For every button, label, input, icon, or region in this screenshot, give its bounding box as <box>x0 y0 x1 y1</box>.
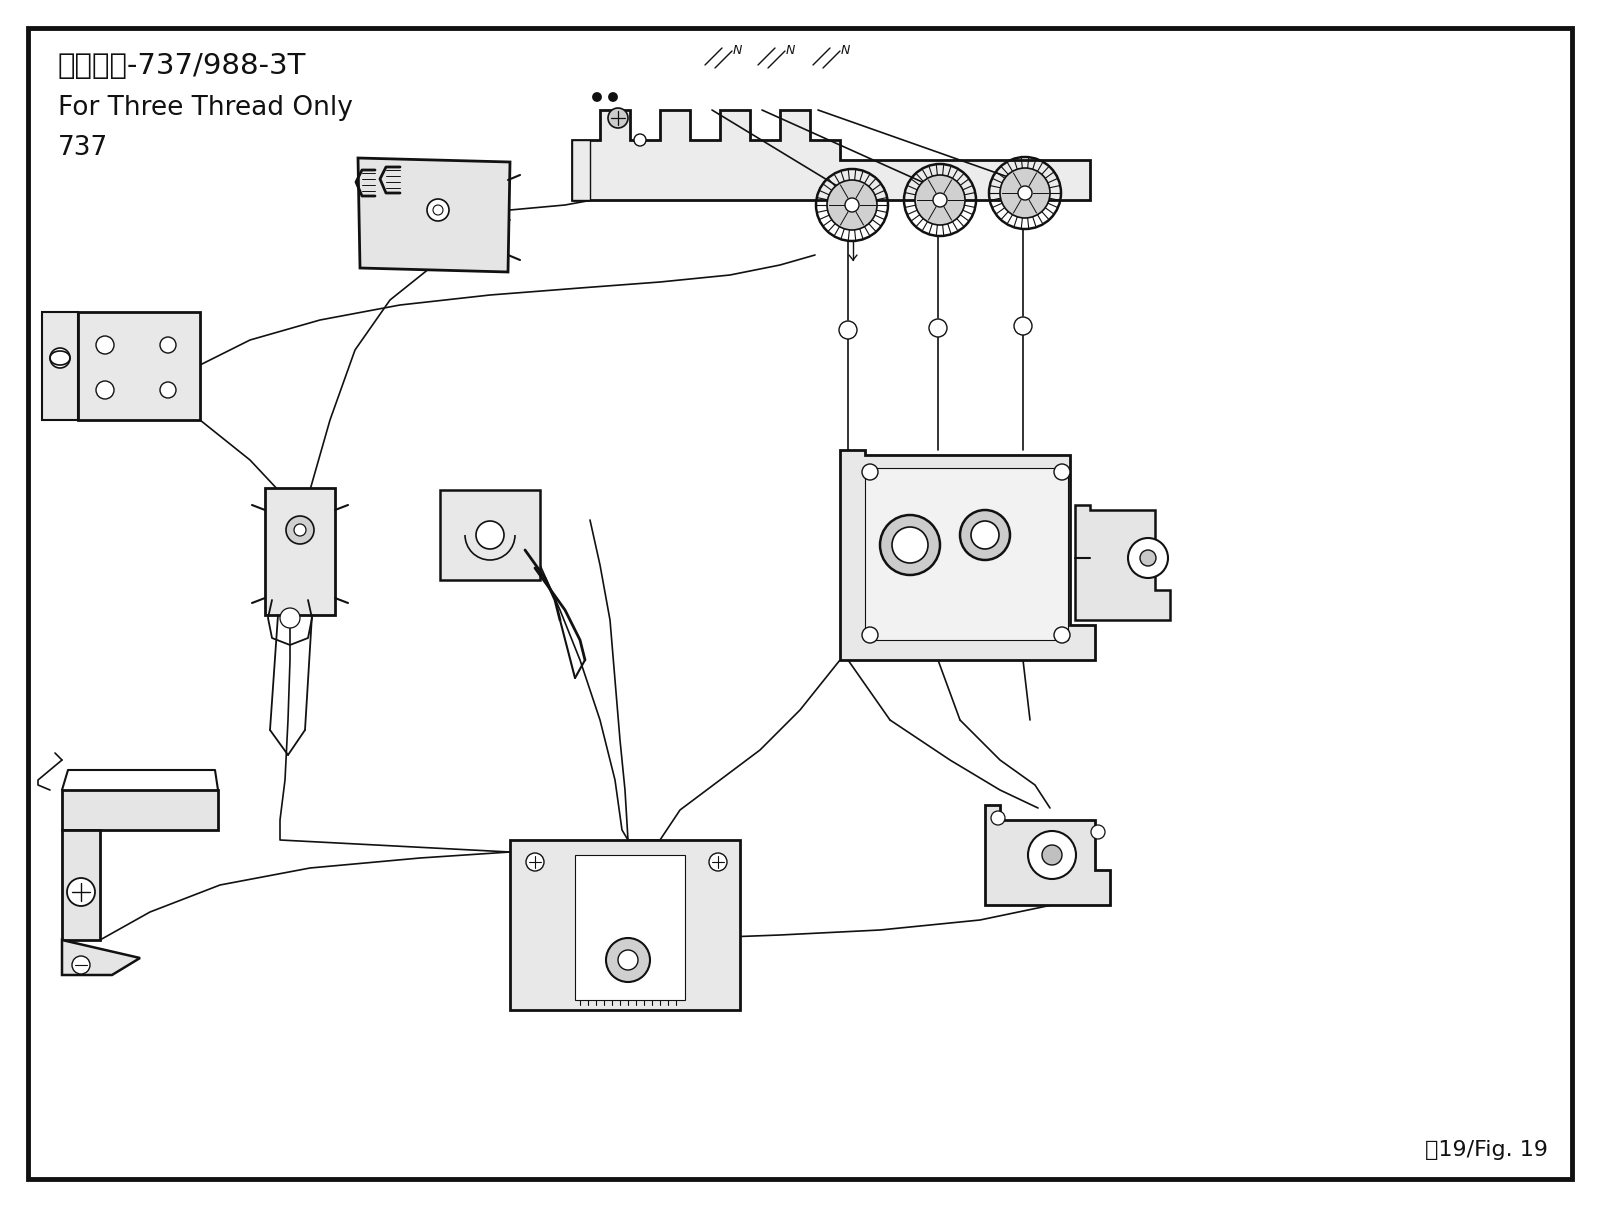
Circle shape <box>606 938 650 982</box>
Polygon shape <box>574 855 685 1001</box>
Circle shape <box>72 956 90 974</box>
Circle shape <box>610 93 618 101</box>
Polygon shape <box>358 158 510 272</box>
Circle shape <box>1042 845 1062 865</box>
Text: For Three Thread Only: For Three Thread Only <box>58 95 354 121</box>
Polygon shape <box>42 311 78 420</box>
Circle shape <box>286 517 314 544</box>
Circle shape <box>1054 626 1070 643</box>
Circle shape <box>1027 830 1075 879</box>
Text: N: N <box>786 43 795 57</box>
Circle shape <box>838 321 858 339</box>
Circle shape <box>845 198 859 212</box>
Circle shape <box>960 511 1010 560</box>
Circle shape <box>96 381 114 400</box>
Circle shape <box>930 319 947 337</box>
Polygon shape <box>986 805 1110 905</box>
Circle shape <box>827 180 877 231</box>
Polygon shape <box>866 468 1069 640</box>
Text: N: N <box>733 43 742 57</box>
Circle shape <box>160 381 176 398</box>
Circle shape <box>294 524 306 536</box>
Polygon shape <box>573 140 590 200</box>
Circle shape <box>594 93 602 101</box>
Polygon shape <box>266 488 334 616</box>
Circle shape <box>880 515 941 575</box>
Circle shape <box>1054 463 1070 480</box>
Circle shape <box>862 463 878 480</box>
Polygon shape <box>573 110 1090 200</box>
Circle shape <box>990 811 1005 826</box>
Circle shape <box>1091 826 1106 839</box>
Polygon shape <box>1075 505 1170 620</box>
Circle shape <box>526 853 544 871</box>
Text: 只有三線-737/988-3T: 只有三線-737/988-3T <box>58 52 306 80</box>
Circle shape <box>618 950 638 970</box>
Circle shape <box>1128 538 1168 578</box>
Circle shape <box>280 608 301 628</box>
Circle shape <box>1139 550 1155 566</box>
Circle shape <box>434 205 443 215</box>
Circle shape <box>709 853 726 871</box>
Text: 737: 737 <box>58 135 109 161</box>
Polygon shape <box>62 791 218 830</box>
Circle shape <box>50 348 70 368</box>
Circle shape <box>1014 317 1032 336</box>
Text: 圖19/Fig. 19: 圖19/Fig. 19 <box>1426 1139 1549 1160</box>
Polygon shape <box>440 490 541 581</box>
Circle shape <box>915 175 965 225</box>
Text: N: N <box>842 43 850 57</box>
Circle shape <box>1000 168 1050 218</box>
Circle shape <box>893 527 928 562</box>
Polygon shape <box>78 311 200 420</box>
Circle shape <box>477 521 504 549</box>
Circle shape <box>1018 186 1032 200</box>
Circle shape <box>971 521 998 549</box>
Circle shape <box>634 134 646 146</box>
Polygon shape <box>510 840 739 1010</box>
Polygon shape <box>62 830 99 940</box>
Circle shape <box>160 337 176 352</box>
Circle shape <box>67 877 94 906</box>
Circle shape <box>427 199 450 221</box>
Circle shape <box>96 336 114 354</box>
Circle shape <box>862 626 878 643</box>
Circle shape <box>933 193 947 206</box>
Polygon shape <box>62 940 141 975</box>
Circle shape <box>608 107 627 128</box>
Polygon shape <box>840 450 1094 660</box>
